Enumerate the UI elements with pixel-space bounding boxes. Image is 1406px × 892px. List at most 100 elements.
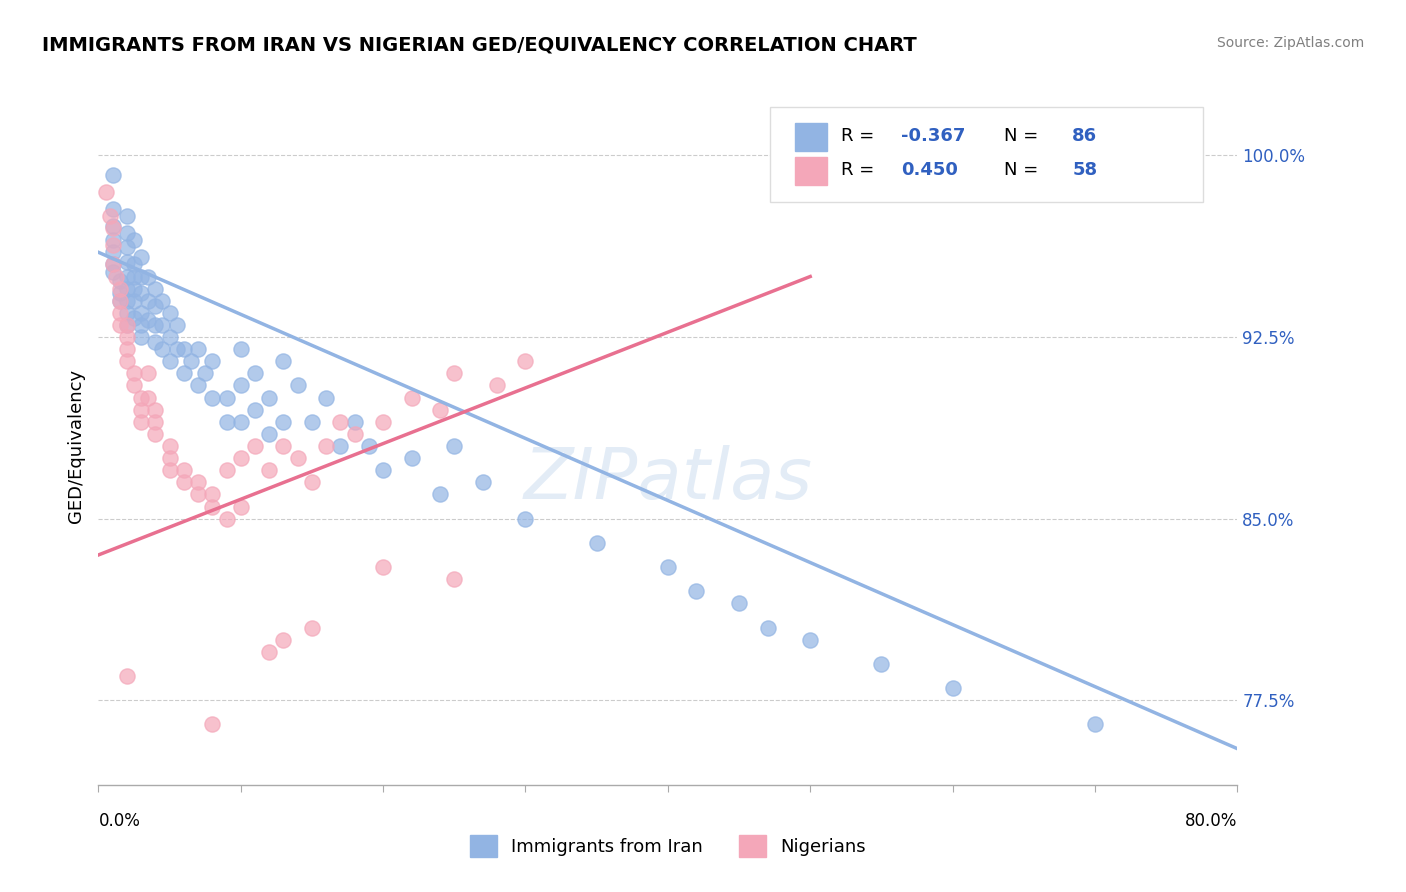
Point — [243, 402, 266, 417]
Point — [122, 293, 145, 308]
Text: R =: R = — [841, 161, 880, 179]
Point — [329, 415, 352, 429]
Point — [129, 330, 152, 344]
Point — [287, 451, 309, 466]
Point — [129, 269, 152, 284]
Point — [145, 299, 167, 313]
Point — [129, 286, 152, 301]
Point — [229, 342, 252, 356]
FancyBboxPatch shape — [770, 107, 1204, 202]
Point — [201, 354, 224, 368]
Point — [173, 475, 195, 490]
Point — [101, 221, 124, 235]
Point — [229, 451, 252, 466]
Point — [259, 426, 281, 441]
Text: 86: 86 — [1073, 128, 1097, 145]
Point — [145, 334, 167, 349]
Point — [728, 596, 751, 610]
Point — [115, 269, 138, 284]
Point — [942, 681, 965, 695]
Text: -0.367: -0.367 — [901, 128, 966, 145]
Point — [1084, 717, 1107, 731]
Point — [315, 439, 337, 453]
Point — [180, 354, 202, 368]
Point — [373, 560, 395, 574]
Point — [101, 238, 124, 252]
Point — [101, 202, 124, 216]
Point — [122, 282, 145, 296]
Point — [136, 293, 159, 308]
Point — [585, 536, 607, 550]
Point — [215, 511, 238, 525]
Text: N =: N = — [1004, 128, 1043, 145]
Point — [373, 415, 395, 429]
Point — [215, 415, 238, 429]
Point — [173, 367, 195, 381]
Point — [187, 342, 209, 356]
Point — [401, 391, 423, 405]
Point — [229, 378, 252, 392]
Point — [129, 306, 152, 320]
Point — [343, 415, 366, 429]
Point — [115, 209, 138, 223]
Text: ZIPatlas: ZIPatlas — [523, 445, 813, 515]
Point — [129, 318, 152, 332]
Point — [129, 402, 152, 417]
Point — [122, 378, 145, 392]
Point — [166, 318, 188, 332]
Point — [301, 475, 323, 490]
Text: 0.450: 0.450 — [901, 161, 959, 179]
Point — [94, 185, 117, 199]
Point — [101, 245, 124, 260]
Point — [159, 330, 181, 344]
Point — [152, 318, 174, 332]
Point — [136, 367, 159, 381]
Point — [471, 475, 494, 490]
Point — [145, 426, 167, 441]
Point — [443, 572, 465, 586]
Point — [273, 439, 295, 453]
Point — [259, 463, 281, 477]
Point — [159, 451, 181, 466]
Point — [159, 463, 181, 477]
Point — [122, 233, 145, 247]
Text: N =: N = — [1004, 161, 1043, 179]
Text: R =: R = — [841, 128, 880, 145]
Point — [343, 426, 366, 441]
Point — [756, 621, 779, 635]
Point — [657, 560, 679, 574]
Point — [108, 293, 131, 308]
Point — [187, 378, 209, 392]
Point — [443, 367, 465, 381]
Point — [301, 415, 323, 429]
Y-axis label: GED/Equivalency: GED/Equivalency — [66, 369, 84, 523]
Point — [145, 415, 167, 429]
Point — [115, 354, 138, 368]
Point — [98, 209, 121, 223]
Point — [201, 500, 224, 514]
Point — [101, 257, 124, 271]
Point — [273, 354, 295, 368]
Point — [301, 621, 323, 635]
Point — [115, 255, 138, 269]
FancyBboxPatch shape — [796, 156, 827, 185]
Point — [108, 318, 131, 332]
Point — [108, 274, 131, 288]
Point — [101, 233, 124, 247]
Point — [129, 415, 152, 429]
Point — [515, 354, 537, 368]
Point — [145, 402, 167, 417]
Point — [201, 391, 224, 405]
Point — [259, 645, 281, 659]
Point — [159, 306, 181, 320]
Point — [315, 391, 337, 405]
Point — [115, 330, 138, 344]
Point — [115, 342, 138, 356]
Point — [101, 219, 124, 233]
Point — [136, 269, 159, 284]
Point — [373, 463, 395, 477]
Legend: Immigrants from Iran, Nigerians: Immigrants from Iran, Nigerians — [463, 828, 873, 864]
Point — [685, 584, 707, 599]
Point — [115, 318, 138, 332]
Point — [201, 487, 224, 501]
